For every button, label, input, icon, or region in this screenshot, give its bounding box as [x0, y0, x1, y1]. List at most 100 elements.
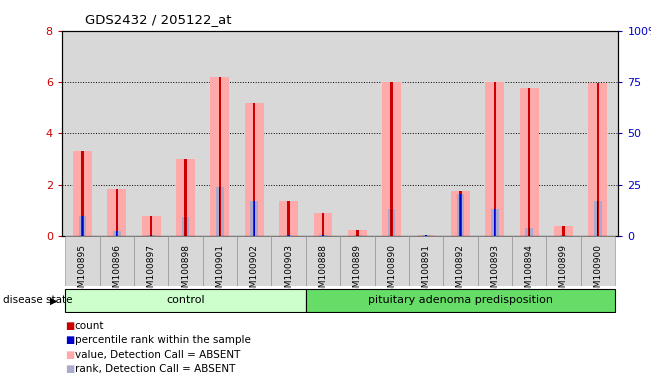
Bar	[562, 226, 564, 236]
Bar	[253, 103, 255, 236]
Bar	[251, 202, 258, 236]
Text: GSM100899: GSM100899	[559, 244, 568, 299]
Bar	[285, 235, 292, 236]
Bar	[356, 230, 359, 236]
Bar	[451, 191, 470, 236]
Text: GSM100903: GSM100903	[284, 244, 293, 299]
Bar	[357, 235, 358, 236]
Bar	[184, 159, 187, 236]
Bar	[493, 82, 496, 236]
Bar	[81, 151, 84, 236]
Bar	[525, 228, 533, 236]
Bar	[113, 231, 120, 236]
Bar	[594, 202, 602, 236]
Bar	[216, 187, 224, 236]
Bar	[460, 194, 461, 236]
FancyBboxPatch shape	[340, 236, 374, 286]
Text: count: count	[75, 321, 104, 331]
Bar	[245, 103, 264, 236]
Text: ■: ■	[65, 364, 74, 374]
Bar	[417, 235, 436, 236]
Bar	[391, 209, 393, 236]
Text: ▶: ▶	[49, 295, 57, 305]
FancyBboxPatch shape	[202, 236, 237, 286]
Bar	[142, 216, 161, 236]
Text: GSM100902: GSM100902	[250, 244, 258, 298]
Text: pituitary adenoma predisposition: pituitary adenoma predisposition	[368, 295, 553, 306]
Text: disease state: disease state	[3, 295, 73, 305]
Bar	[82, 216, 83, 236]
Bar	[494, 209, 495, 236]
Text: ■: ■	[65, 350, 74, 360]
Text: GSM100900: GSM100900	[593, 244, 602, 299]
Text: GSM100898: GSM100898	[181, 244, 190, 299]
Bar	[254, 202, 255, 236]
Text: rank, Detection Call = ABSENT: rank, Detection Call = ABSENT	[75, 364, 235, 374]
Bar	[560, 235, 567, 236]
FancyBboxPatch shape	[65, 289, 306, 312]
FancyBboxPatch shape	[65, 236, 100, 286]
Bar	[150, 216, 152, 236]
Bar	[219, 77, 221, 236]
Bar	[597, 202, 598, 236]
Text: value, Detection Call = ABSENT: value, Detection Call = ABSENT	[75, 350, 240, 360]
Bar	[210, 77, 229, 236]
Bar	[150, 235, 152, 236]
Bar	[219, 187, 221, 236]
FancyBboxPatch shape	[478, 236, 512, 286]
Bar	[554, 226, 573, 236]
Text: ■: ■	[65, 335, 74, 345]
Bar	[456, 194, 464, 236]
FancyBboxPatch shape	[169, 236, 202, 286]
Bar	[73, 151, 92, 236]
Bar	[319, 235, 327, 236]
FancyBboxPatch shape	[409, 236, 443, 286]
Text: GSM100895: GSM100895	[78, 244, 87, 299]
Bar	[79, 216, 86, 236]
Bar	[519, 88, 538, 236]
Text: ■: ■	[65, 321, 74, 331]
FancyBboxPatch shape	[512, 236, 546, 286]
Bar	[185, 217, 186, 236]
Text: GSM100896: GSM100896	[113, 244, 121, 299]
FancyBboxPatch shape	[134, 236, 169, 286]
FancyBboxPatch shape	[306, 236, 340, 286]
Bar	[107, 189, 126, 236]
Bar	[116, 189, 118, 236]
Bar	[459, 191, 462, 236]
Bar	[353, 235, 361, 236]
Text: GDS2432 / 205122_at: GDS2432 / 205122_at	[85, 13, 231, 26]
Text: GSM100892: GSM100892	[456, 244, 465, 298]
Text: control: control	[166, 295, 205, 306]
Bar	[182, 217, 189, 236]
Bar	[596, 83, 599, 236]
FancyBboxPatch shape	[271, 236, 306, 286]
FancyBboxPatch shape	[546, 236, 581, 286]
Bar	[529, 228, 530, 236]
Bar	[391, 82, 393, 236]
Bar	[528, 88, 531, 236]
Bar	[382, 82, 401, 236]
Text: GSM100891: GSM100891	[422, 244, 430, 299]
FancyBboxPatch shape	[100, 236, 134, 286]
Text: percentile rank within the sample: percentile rank within the sample	[75, 335, 251, 345]
Bar	[589, 83, 607, 236]
FancyBboxPatch shape	[581, 236, 615, 286]
Bar	[322, 213, 324, 236]
Bar	[314, 213, 333, 236]
Bar	[388, 209, 395, 236]
Text: GSM100888: GSM100888	[318, 244, 327, 299]
FancyBboxPatch shape	[306, 289, 615, 312]
Text: GSM100894: GSM100894	[525, 244, 534, 298]
Bar	[322, 235, 324, 236]
Bar	[288, 235, 289, 236]
FancyBboxPatch shape	[443, 236, 478, 286]
Bar	[422, 235, 430, 236]
FancyBboxPatch shape	[374, 236, 409, 286]
Bar	[279, 202, 298, 236]
Bar	[287, 202, 290, 236]
Text: GSM100889: GSM100889	[353, 244, 362, 299]
Text: GSM100901: GSM100901	[215, 244, 225, 299]
Text: GSM100897: GSM100897	[146, 244, 156, 299]
Bar	[485, 82, 505, 236]
